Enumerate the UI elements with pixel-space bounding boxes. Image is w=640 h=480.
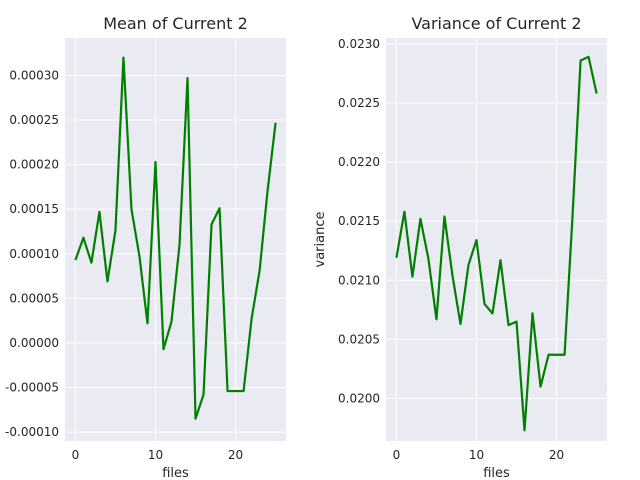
mean-x-tick-label: 0 [72,448,80,462]
mean-y-tick-label: 0.00030 [9,68,59,82]
mean-x-tick-label: 10 [148,448,163,462]
variance-x-tick-labels: 0 10 20 [393,448,565,462]
mean-y-tick-label: 0.00010 [9,247,59,261]
variance-series-line [395,55,598,432]
variance-x-tick-label: 0 [393,448,401,462]
variance-y-tick-labels: 0.0200 0.0205 0.0210 0.0215 0.0220 0.0225 0.02… [338,37,380,406]
mean-y-tick-label: 0.00000 [9,336,59,350]
mean-chart-title: Mean of Current 2 [103,14,248,33]
variance-y-tick-label: 0.0200 [338,391,380,405]
mean-y-tick-label: -0.00010 [5,425,59,439]
mean-chart-panel: 0 10 20 -0.00010 -0.00005 0.00000 0.00005 0.00… [5,14,286,480]
variance-x-tick-label: 10 [469,448,484,462]
mean-y-tick-label: 0.00015 [9,202,59,216]
mean-y-tick-labels: -0.00010 -0.00005 0.00000 0.00005 0.00010 0.0… [5,68,59,439]
variance-gridlines [386,38,607,441]
mean-x-axis-label: files [162,466,189,480]
mean-x-tick-labels: 0 10 20 [72,448,244,462]
variance-y-axis-label: variance [313,212,328,268]
variance-y-tick-label: 0.0220 [338,155,380,169]
variance-plot-area [386,38,607,441]
variance-y-tick-label: 0.0210 [338,273,380,287]
variance-y-tick-label: 0.0205 [338,332,380,346]
variance-x-axis-label: files [483,466,510,480]
variance-chart-panel: 0 10 20 0.02000.02050.02100.02150.02200.02… [313,14,607,480]
mean-x-tick-label: 20 [228,448,243,462]
variance-y-tick-label: 0.0230 [338,37,380,51]
variance-chart-title: Variance of Current 2 [411,14,581,33]
mean-y-tick-label: 0.00020 [9,158,59,172]
variance-x-tick-label: 20 [549,448,564,462]
mean-series-line [74,56,277,420]
variance-y-tick-label: 0.0215 [338,214,380,228]
variance-y-tick-label: 0.0225 [338,96,380,110]
mean-y-tick-label: 0.00005 [9,291,59,305]
mean-y-tick-label: -0.00005 [5,381,59,395]
mean-y-tick-label: 0.00025 [9,113,59,127]
mean-gridlines [65,38,286,441]
mean-plot-area [65,38,286,441]
